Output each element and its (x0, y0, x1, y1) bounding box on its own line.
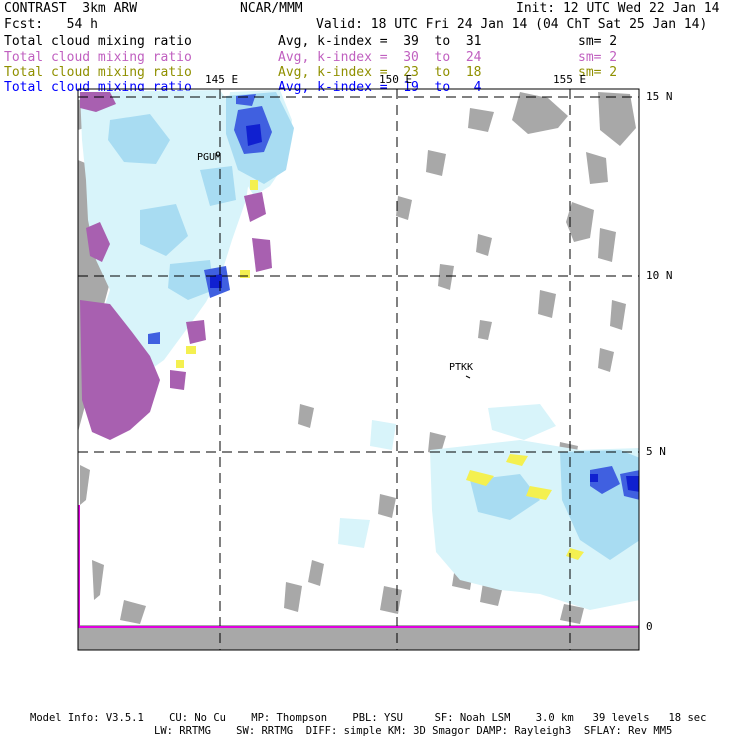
lat-label-0: 0 (646, 620, 653, 633)
legend-smooth-1: sm= 2 (578, 34, 618, 49)
model-info-line-2: LW: RRTMG SW: RRTMG DIFF: simple KM: 3D … (154, 725, 673, 737)
legend-field-1: Total cloud mixing ratio (4, 34, 192, 49)
cloud-yellow-areas (176, 180, 584, 560)
legend-field-3: Total cloud mixing ratio (4, 65, 192, 80)
legend-range-3: Avg, k-index = 23 to 18 (278, 65, 482, 80)
legend-range-2: Avg, k-index = 30 to 24 (278, 50, 482, 65)
forecast-hour: Fcst: 54 h (4, 17, 98, 32)
station-label-pgum: PGUM (197, 152, 222, 163)
cloud-deep-areas (210, 124, 639, 492)
lon-label-145e: 145 E (205, 73, 239, 86)
station-marker-ptkk (465, 375, 471, 379)
init-time: Init: 12 UTC Wed 22 Jan 14 (516, 1, 720, 16)
legend-smooth-2: sm= 2 (578, 50, 618, 65)
legend-range-1: Avg, k-index = 39 to 31 (278, 34, 482, 49)
lat-label-15n: 15 N (646, 90, 673, 103)
legend-range-4: Avg, k-index = 19 to 4 (278, 80, 482, 95)
domain-boundary (78, 505, 639, 628)
cloud-purple-areas (80, 92, 272, 440)
model-info-line-1: Model Info: V3.5.1 CU: No Cu MP: Thompso… (30, 712, 707, 724)
model-title: CONTRAST 3km ARW (4, 1, 138, 16)
station-label-ptkk: PTKK (449, 362, 474, 373)
station-marker-pgum (215, 151, 221, 157)
lat-label-10n: 10 N (646, 269, 673, 282)
legend-smooth-3: sm= 2 (578, 65, 618, 80)
legend-field-2: Total cloud mixing ratio (4, 50, 192, 65)
cloud-light-areas (80, 90, 639, 610)
grid-lines (78, 89, 639, 650)
lon-label-150e: 150 E (379, 73, 413, 86)
plot-frame (77, 88, 640, 651)
center-label: NCAR/MMM (240, 1, 303, 16)
lon-label-155e: 155 E (553, 73, 587, 86)
lat-label-5n: 5 N (646, 445, 666, 458)
valid-time: Valid: 18 UTC Fri 24 Jan 14 (04 ChT Sat … (316, 17, 708, 32)
